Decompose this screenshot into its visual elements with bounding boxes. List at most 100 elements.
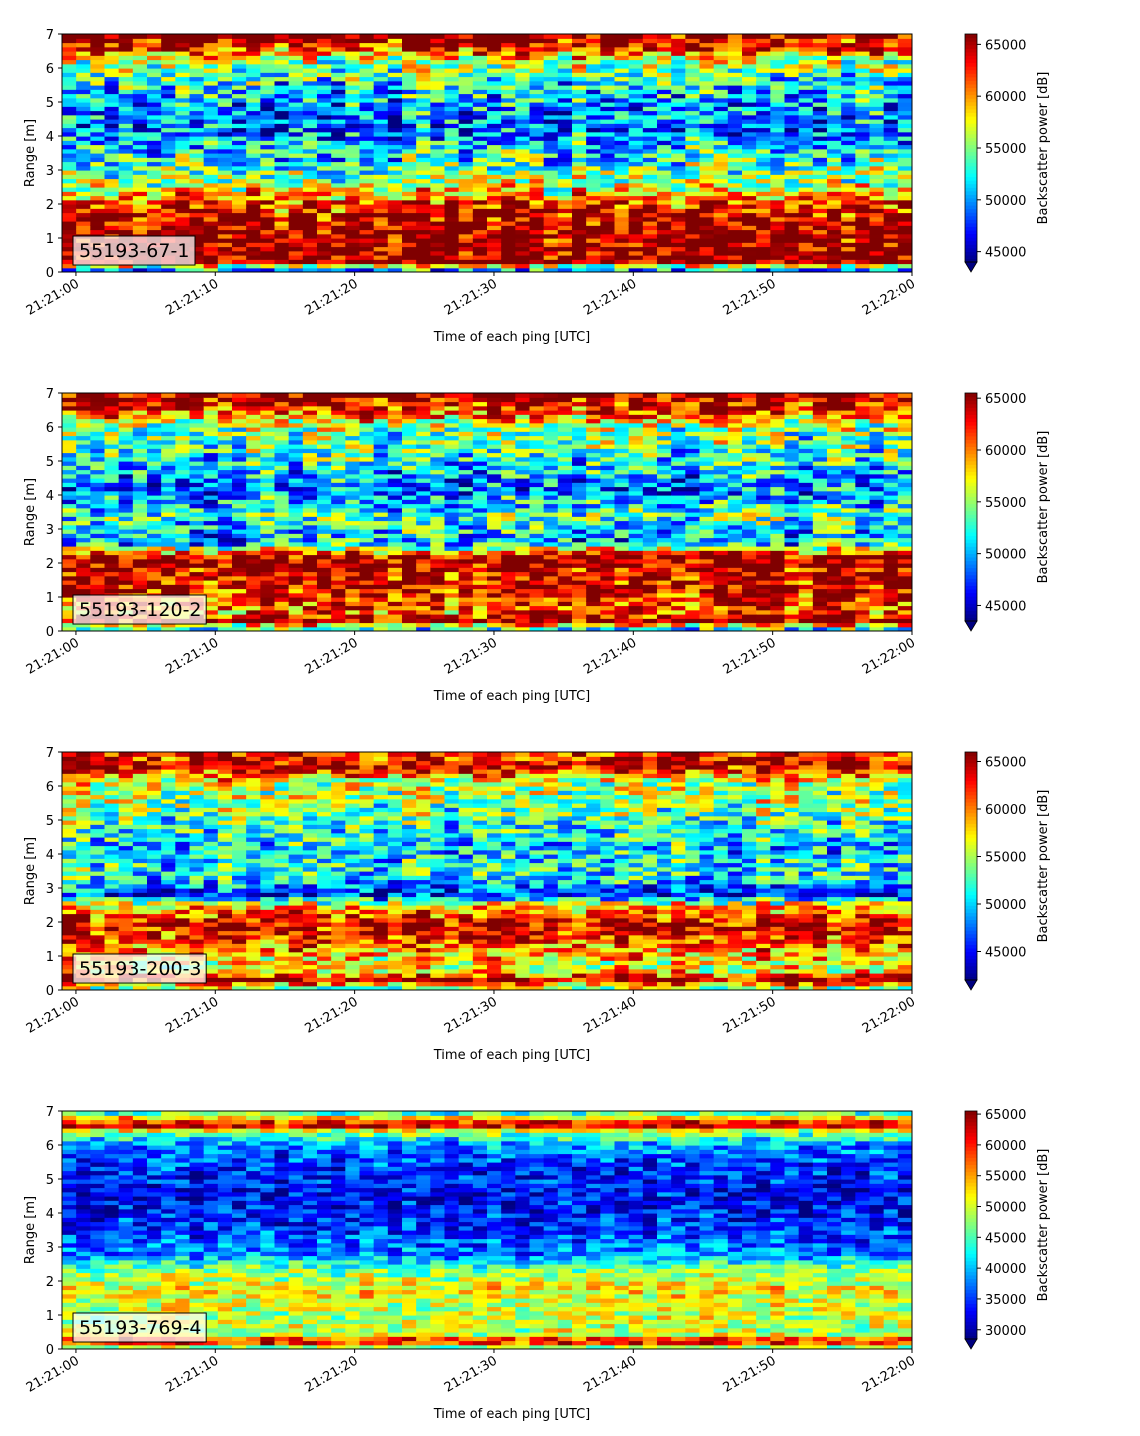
heatmap-cell — [543, 114, 559, 120]
heatmap-cell — [430, 461, 446, 466]
heatmap-cell — [217, 507, 233, 513]
heatmap-cell — [501, 80, 516, 86]
heatmap-cell — [260, 212, 276, 218]
heatmap-cell — [373, 546, 389, 551]
heatmap-cell — [345, 482, 361, 488]
heatmap-cell — [217, 448, 233, 454]
heatmap-cell — [246, 444, 261, 449]
heatmap-cell — [345, 144, 361, 150]
heatmap-cell — [600, 233, 616, 239]
heatmap-cell — [855, 204, 871, 209]
heatmap-cell — [104, 461, 120, 466]
heatmap-cell — [487, 216, 502, 222]
heatmap-cell — [118, 204, 134, 209]
heatmap-cell — [118, 563, 134, 568]
heatmap-cell — [147, 161, 162, 167]
heatmap-cell — [288, 68, 304, 73]
heatmap-cell — [246, 93, 261, 99]
heatmap-cell — [572, 242, 587, 248]
heatmap-cell — [742, 63, 757, 69]
heatmap-cell — [317, 34, 332, 39]
heatmap-cell — [671, 123, 686, 129]
heatmap-cell — [458, 85, 474, 90]
heatmap-cell — [317, 144, 332, 150]
heatmap-cell — [331, 140, 346, 146]
heatmap-cell — [458, 97, 474, 103]
heatmap-cell — [841, 144, 856, 150]
heatmap-cell — [657, 76, 672, 82]
heatmap-cell — [246, 255, 261, 260]
heatmap-cell — [812, 140, 828, 146]
heatmap-cell — [444, 55, 460, 61]
heatmap-cell — [543, 76, 559, 82]
heatmap-cell — [657, 106, 672, 112]
heatmap-cell — [288, 51, 304, 56]
heatmap-cell — [189, 199, 205, 205]
heatmap-cell — [515, 157, 531, 163]
heatmap-cell — [90, 89, 106, 95]
heatmap-cell — [302, 127, 318, 133]
heatmap-cell — [600, 199, 616, 205]
heatmap-cell — [217, 597, 233, 602]
heatmap-cell — [458, 46, 474, 52]
heatmap-cell — [402, 550, 417, 556]
heatmap-cell — [359, 123, 375, 129]
heatmap-cell — [62, 93, 77, 99]
heatmap-cell — [430, 191, 446, 197]
heatmap — [62, 393, 912, 631]
heatmap-cell — [883, 191, 899, 197]
heatmap-cell — [260, 524, 276, 530]
heatmap-cell — [642, 42, 658, 48]
heatmap-cell — [161, 187, 176, 192]
heatmap-cell — [175, 465, 191, 471]
heatmap-cell — [359, 148, 375, 154]
heatmap-cell — [288, 456, 304, 462]
heatmap-cell — [217, 59, 233, 65]
heatmap-cell — [827, 34, 842, 39]
heatmap-cell — [317, 106, 332, 112]
heatmap-cell — [331, 148, 346, 154]
heatmap-cell — [90, 187, 106, 192]
heatmap-cell — [62, 153, 77, 158]
heatmap-cell — [302, 461, 318, 466]
heatmap-cell — [897, 191, 912, 197]
heatmap-cell — [841, 148, 856, 154]
heatmap-cell — [387, 507, 403, 513]
heatmap-cell — [529, 170, 545, 175]
heatmap-cell — [175, 456, 191, 462]
heatmap-cell — [841, 233, 856, 239]
heatmap-cell — [317, 225, 332, 231]
heatmap-cell — [302, 267, 318, 272]
heatmap-cell — [387, 136, 403, 141]
heatmap-cell — [897, 221, 912, 226]
heatmap-cell — [430, 38, 446, 44]
heatmap-cell — [317, 499, 332, 505]
heatmap-cell — [189, 431, 205, 437]
heatmap-cell — [713, 144, 729, 150]
heatmap-cell — [529, 250, 545, 256]
heatmap-cell — [232, 148, 247, 154]
heatmap-cell — [345, 605, 361, 611]
heatmap-cell — [62, 601, 77, 607]
heatmap-cell — [359, 622, 375, 628]
heatmap-cell — [189, 435, 205, 441]
heatmap-cell — [90, 93, 106, 99]
heatmap-cell — [671, 174, 686, 180]
heatmap-cell — [203, 46, 219, 52]
heatmap-cell — [812, 182, 828, 188]
heatmap-cell — [472, 97, 488, 103]
heatmap-cell — [359, 195, 375, 201]
heatmap-cell — [302, 439, 318, 445]
heatmap-cell — [118, 267, 134, 272]
heatmap-cell — [161, 452, 176, 458]
heatmap-cell — [132, 119, 148, 124]
heatmap-cell — [812, 131, 828, 137]
heatmap-cell — [685, 119, 701, 124]
heatmap-cell — [487, 259, 502, 265]
heatmap-cell — [572, 182, 587, 188]
heatmap-cell — [387, 414, 403, 420]
heatmap-cell — [430, 563, 446, 568]
heatmap-cell — [359, 178, 375, 184]
heatmap-cell — [302, 123, 318, 129]
heatmap-cell — [147, 106, 162, 112]
